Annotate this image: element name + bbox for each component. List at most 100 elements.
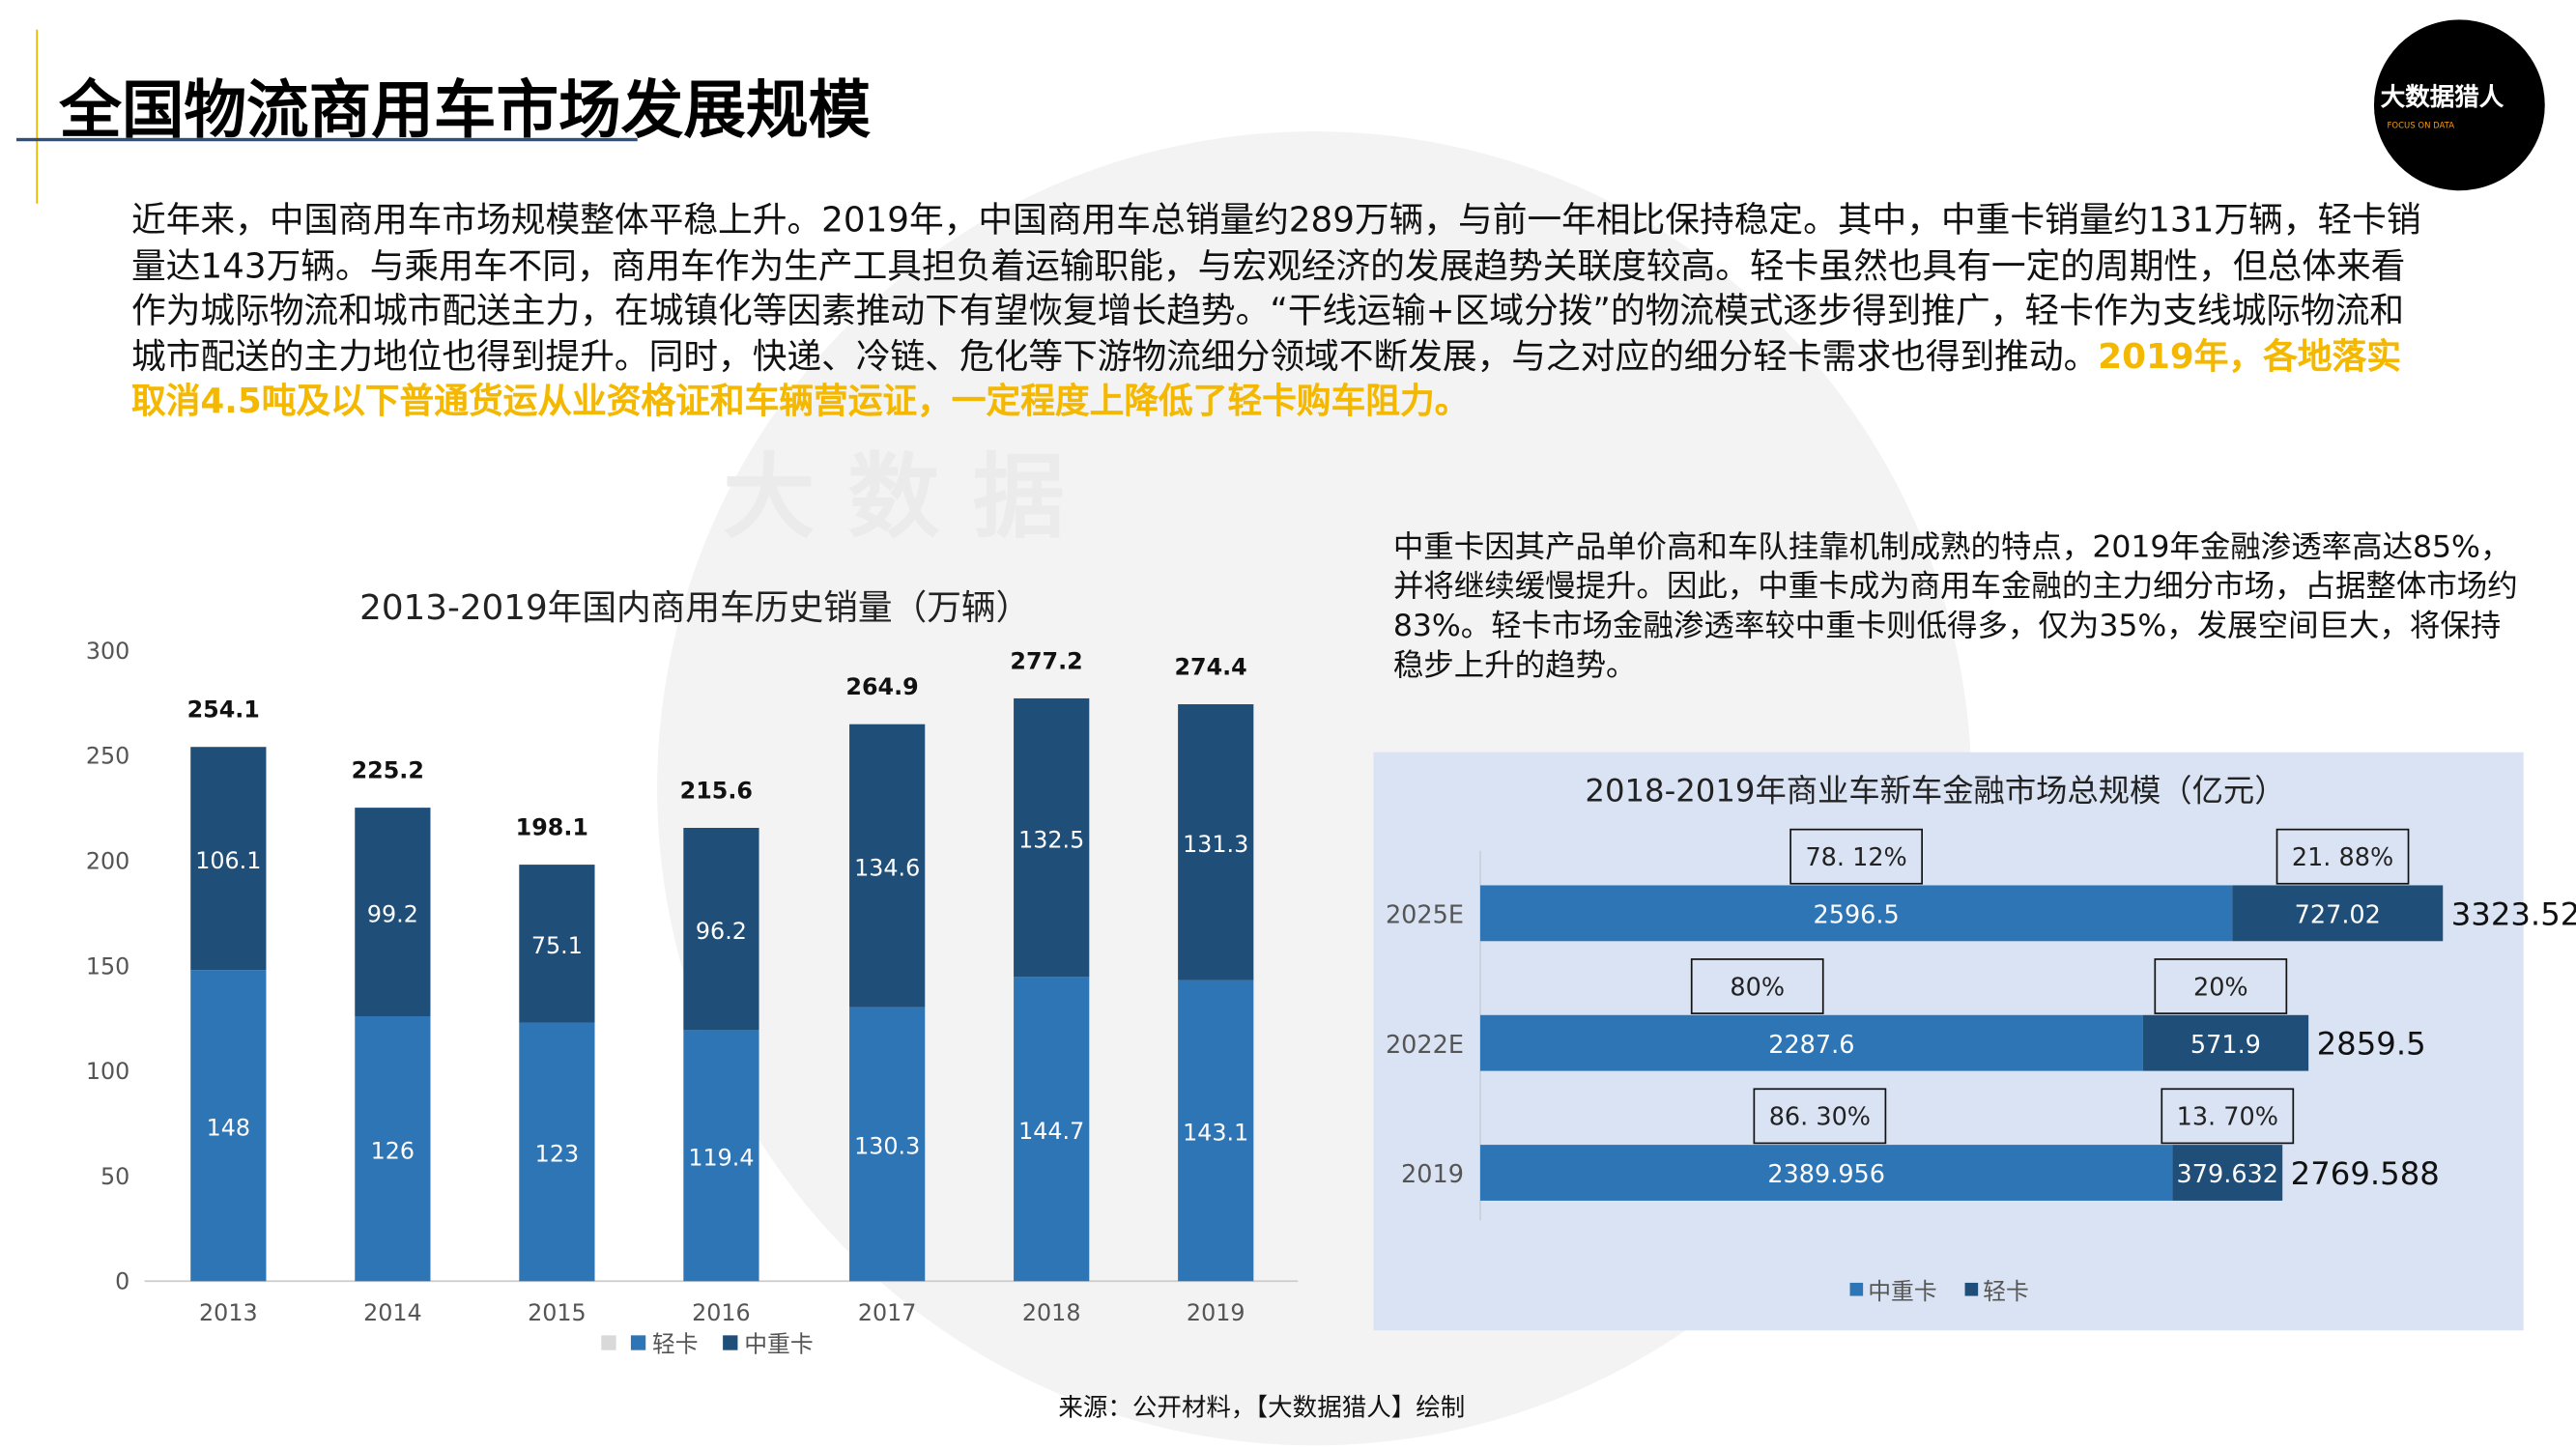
chart-title: 2018-2019年商业车新车金融市场总规模（亿元）	[1585, 773, 2285, 810]
y-tick-label: 2019	[1401, 1160, 1464, 1189]
share-label: 20%	[2193, 973, 2248, 1002]
bar-light-truck	[1014, 977, 1090, 1282]
data-label: 2389.956	[1767, 1160, 1885, 1189]
legend-swatch-heavy	[723, 1335, 738, 1350]
sales-chart: 2013-2019年国内商用车历史销量（万辆） 0 50 100 150 200 250 30…	[86, 588, 1299, 1357]
total-label: 2769.588	[2291, 1155, 2440, 1192]
y-tick-label: 200	[86, 847, 129, 874]
bar-heavy-truck	[355, 808, 431, 1017]
bar-light-truck	[2232, 885, 2444, 942]
total-label: 2859.5	[2317, 1026, 2426, 1063]
share-box	[1789, 828, 1923, 885]
total-label: 198.1	[516, 813, 588, 840]
logo-sub: FOCUS ON DATA	[2387, 121, 2455, 132]
bar-light-truck	[2142, 1014, 2309, 1071]
source-note: 来源：公开材料，【大数据猎人】绘制	[1058, 1392, 1466, 1423]
data-label: 2287.6	[1768, 1031, 1854, 1060]
y-tick-label: 150	[86, 952, 129, 980]
data-label: 379.632	[2177, 1160, 2278, 1189]
total-label: 277.2	[1010, 647, 1082, 674]
bar-heavy-truck	[1479, 1145, 2173, 1201]
data-label: 144.7	[1018, 1118, 1084, 1145]
data-label: 148	[207, 1114, 250, 1141]
bar-light-truck	[190, 970, 267, 1282]
share-label: 21. 88%	[2292, 843, 2393, 872]
total-label: 215.6	[680, 777, 753, 804]
legend-light: 轻卡	[652, 1330, 699, 1357]
data-label: 96.2	[696, 918, 747, 945]
x-tick-label: 2019	[1187, 1299, 1245, 1326]
x-tick-label: 2014	[363, 1299, 422, 1326]
legend-swatch-light	[630, 1335, 646, 1350]
bar-light-truck	[683, 1030, 759, 1282]
intro-paragraph: 近年来，中国商用车市场规模整体平稳上升。2019年，中国商用车总销量约289万辆…	[131, 199, 2431, 425]
legend-heavy: 中重卡	[744, 1330, 813, 1357]
share-label: 86. 30%	[1769, 1103, 1871, 1132]
y-tick-label: 2025E	[1386, 901, 1464, 930]
data-label: 75.1	[531, 932, 583, 959]
legend-light: 轻卡	[1983, 1278, 2029, 1305]
y-tick-label: 100	[86, 1058, 129, 1085]
share-box	[2161, 1088, 2295, 1145]
total-label: 3323.52	[2451, 895, 2576, 932]
share-label: 13. 70%	[2177, 1103, 2278, 1132]
bar-heavy-truck	[1014, 697, 1090, 978]
logo: 大数据猎人 FOCUS ON DATA	[2373, 19, 2545, 191]
intro-highlight: 2019年，各地落实取消4.5吨及以下普通货运从业资格证和车辆营运证，一定程度上…	[131, 335, 2401, 421]
bar-light-truck	[355, 1016, 431, 1282]
bar-light-truck	[519, 1022, 595, 1282]
intro-text: 近年来，中国商用车市场规模整体平稳上升。2019年，中国商用车总销量约289万辆…	[131, 200, 2421, 376]
x-tick-label: 2018	[1022, 1299, 1081, 1326]
x-tick-label: 2015	[528, 1299, 587, 1326]
data-label: 571.9	[2190, 1031, 2261, 1060]
data-label: 131.3	[1183, 831, 1248, 858]
bar-heavy-truck	[1178, 704, 1254, 980]
title-underline	[16, 137, 638, 142]
logo-label: 大数据猎人	[2380, 82, 2504, 112]
data-label: 126	[371, 1137, 415, 1164]
bar-light-truck	[1178, 980, 1254, 1282]
share-label: 78. 12%	[1805, 843, 1906, 872]
bar-heavy-truck	[849, 724, 926, 1008]
y-tick-label: 2022E	[1386, 1031, 1464, 1060]
x-tick-label: 2013	[199, 1299, 258, 1326]
legend-swatch-blank	[601, 1335, 616, 1350]
bar-heavy-truck	[1479, 885, 2233, 942]
share-box	[1753, 1088, 1887, 1145]
bar-heavy-truck	[683, 828, 759, 1031]
bar-heavy-truck	[1479, 1014, 2143, 1071]
watermark-text: 大数据	[723, 444, 1098, 553]
data-label: 2596.5	[1814, 901, 1900, 930]
share-box	[2154, 958, 2288, 1014]
share-label: 80%	[1730, 973, 1785, 1002]
y-tick-label: 50	[100, 1163, 129, 1190]
bar-heavy-truck	[519, 865, 595, 1023]
legend-swatch-light	[1964, 1282, 1979, 1296]
x-tick-label: 2017	[858, 1299, 917, 1326]
total-label: 225.2	[352, 757, 424, 784]
legend-swatch-heavy	[1849, 1282, 1864, 1296]
y-tick-label: 0	[115, 1268, 129, 1295]
finance-chart: 2018-2019年商业车新车金融市场总规模（亿元） 2025E 2596.5 727…	[1386, 773, 2576, 1305]
total-label: 254.1	[187, 696, 260, 724]
page-title: 全国物流商用车市场发展规模	[59, 73, 872, 147]
logo-text: 大数据猎人	[2381, 82, 2504, 112]
finance-paragraph: 中重卡因其产品单价高和车队挂靠机制成熟的特点，2019年金融渗透率高达85%，并…	[1392, 530, 2518, 684]
share-box	[1690, 958, 1824, 1014]
data-label: 132.5	[1018, 826, 1084, 853]
total-label: 264.9	[845, 673, 918, 700]
data-label: 130.3	[854, 1133, 920, 1160]
total-label: 274.4	[1174, 653, 1246, 680]
bar-heavy-truck	[190, 747, 267, 971]
data-label: 119.4	[688, 1145, 754, 1172]
data-label: 727.02	[2295, 901, 2381, 930]
data-label: 106.1	[195, 847, 261, 874]
y-tick-label: 300	[86, 638, 129, 665]
x-tick-label: 2016	[692, 1299, 751, 1326]
data-label: 123	[535, 1141, 579, 1168]
data-label: 143.1	[1183, 1120, 1248, 1147]
bar-light-truck	[2172, 1145, 2283, 1201]
title-accent-line	[36, 29, 39, 204]
share-box	[2275, 828, 2410, 885]
